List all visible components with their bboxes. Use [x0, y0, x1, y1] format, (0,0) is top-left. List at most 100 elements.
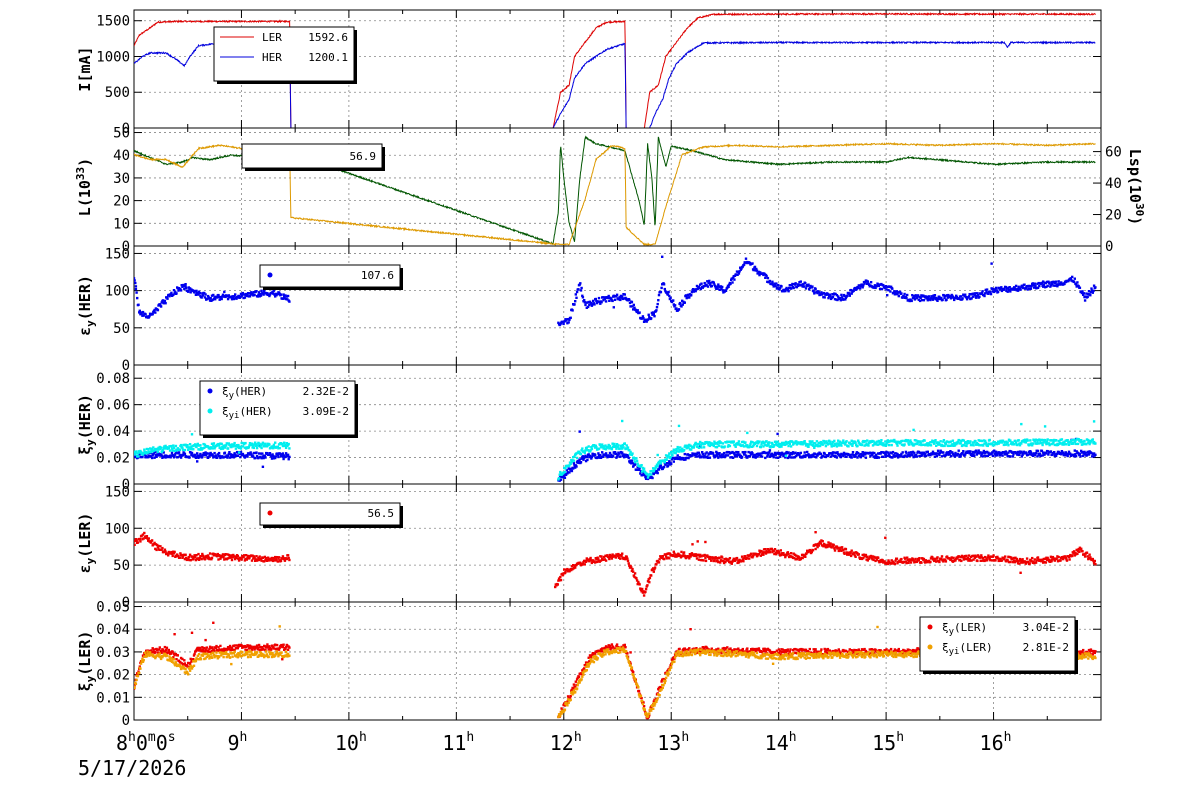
data-point: [167, 446, 170, 450]
data-point: [625, 555, 628, 558]
data-point: [1059, 559, 1062, 562]
data-point: [706, 456, 710, 459]
data-point: [219, 447, 223, 451]
data-point: [758, 440, 761, 443]
data-point: [911, 450, 915, 454]
data-point: [848, 292, 851, 295]
data-point: [980, 454, 983, 457]
data-point: [886, 454, 889, 457]
data-point: [614, 445, 617, 448]
data-point: [220, 442, 223, 446]
data-point: [755, 452, 759, 456]
data-point: [657, 468, 661, 471]
data-point: [789, 445, 793, 448]
data-point: [993, 444, 996, 447]
legend-label: HER: [262, 51, 282, 64]
data-point: [869, 284, 872, 287]
data-point: [783, 452, 786, 455]
data-point: [585, 446, 588, 449]
data-point: [784, 289, 787, 293]
data-point: [643, 473, 646, 476]
y2-tick-label: 60: [1105, 145, 1122, 161]
data-point-outlier: [784, 454, 788, 457]
data-point: [822, 296, 825, 299]
data-point: [820, 544, 824, 547]
data-point: [235, 444, 239, 447]
data-point: [668, 460, 671, 463]
data-point: [818, 442, 821, 445]
data-point: [1067, 441, 1070, 444]
data-point: [777, 444, 780, 447]
data-point: [711, 452, 715, 455]
data-point: [156, 450, 160, 454]
data-point: [827, 442, 830, 445]
legend-swatch: [267, 272, 273, 278]
data-point: [779, 286, 782, 290]
data-point: [953, 442, 956, 445]
data-point: [214, 646, 218, 649]
data-point: [806, 450, 809, 454]
data-point: [563, 466, 566, 470]
data-point: [951, 452, 955, 456]
data-point: [632, 464, 635, 467]
data-point: [600, 455, 603, 459]
data-point: [170, 552, 174, 555]
data-point: [862, 280, 866, 284]
y-tick-label: 0: [122, 713, 130, 729]
data-point: [189, 291, 192, 294]
data-point: [988, 438, 991, 442]
data-point: [601, 296, 605, 299]
data-point: [173, 454, 176, 458]
data-point: [838, 549, 842, 552]
data-point: [693, 444, 696, 447]
data-point: [726, 445, 730, 448]
data-point: [984, 559, 987, 562]
data-point: [873, 286, 876, 289]
data-point: [976, 451, 980, 455]
data-point: [1082, 292, 1085, 295]
data-point: [809, 454, 812, 457]
data-point: [699, 558, 703, 562]
data-point: [144, 452, 147, 455]
data-point: [758, 273, 761, 277]
data-point: [650, 574, 653, 577]
data-point: [629, 564, 632, 568]
data-point: [837, 295, 840, 298]
data-point: [218, 446, 221, 449]
data-point: [601, 451, 604, 454]
data-point: [987, 451, 990, 454]
data-point: [752, 268, 755, 272]
data-point: [697, 455, 700, 458]
data-point: [163, 445, 166, 448]
data-point: [824, 546, 828, 549]
data-point: [568, 471, 571, 474]
data-point: [194, 289, 197, 293]
data-point: [1031, 442, 1035, 445]
data-point: [795, 554, 798, 557]
data-point: [272, 289, 276, 292]
data-point: [780, 285, 783, 288]
data-point: [221, 295, 224, 298]
data-point: [825, 293, 828, 296]
data-point: [796, 453, 799, 456]
data-point: [604, 554, 607, 557]
data-point: [944, 453, 948, 457]
data-point: [714, 286, 717, 289]
data-point: [209, 297, 212, 300]
data-point: [206, 297, 209, 301]
data-point: [216, 552, 219, 556]
data-point: [889, 285, 893, 288]
data-point: [623, 456, 626, 459]
data-point: [568, 318, 571, 322]
data-point: [159, 305, 163, 308]
data-point: [275, 556, 279, 559]
data-point: [646, 318, 650, 321]
data-point: [918, 557, 921, 560]
data-point: [953, 453, 956, 456]
data-point: [163, 454, 167, 457]
data-point: [1075, 548, 1078, 552]
data-point: [631, 305, 634, 308]
data-point: [844, 298, 847, 301]
data-point: [812, 455, 815, 458]
